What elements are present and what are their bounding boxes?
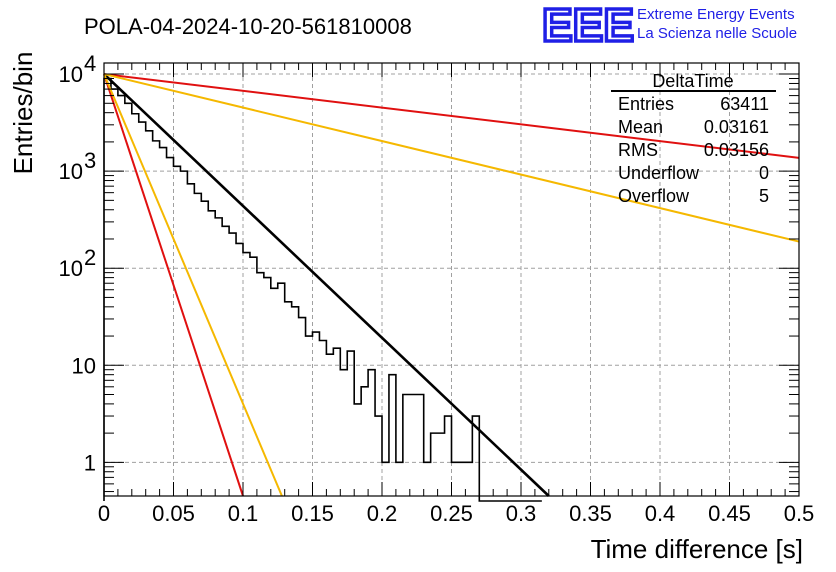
stats-label: RMS (618, 140, 658, 160)
logo-line-1: Extreme Energy Events (637, 6, 795, 23)
x-tick-label: 0.5 (784, 501, 815, 526)
histogram-outline (103, 77, 542, 502)
x-tick-label: 0.25 (430, 501, 473, 526)
curve-fit (103, 73, 550, 497)
curve-reference-yellow-fast (103, 73, 283, 497)
x-tick-label: 0.05 (152, 501, 195, 526)
histogram-bars (103, 77, 542, 502)
stats-rows: Entries 63411 Mean 0.03161 RMS 0.03156Underfl… (618, 94, 769, 206)
stats-value: 63411 (720, 94, 769, 114)
y-tick-label-exponent: 4 (84, 51, 96, 76)
y-tick-label: 10 (59, 159, 83, 184)
x-tick-labels: 0 0.05 0.1 0.15 0.2 0.25 0.3 0.35 0.4 0.45 0.5 (98, 501, 814, 526)
y-tick-label-exponent: 3 (84, 148, 96, 173)
stats-value: 0.03156 (704, 140, 769, 160)
stats-value: 5 (759, 186, 769, 206)
stats-box: DeltaTime Entries 63411 Mean 0.03161 RMS 0.03… (611, 71, 776, 206)
x-tick-label: 0.3 (506, 501, 537, 526)
stats-label: Underflow (618, 163, 700, 183)
x-axis-label: Time difference [s] (591, 534, 803, 564)
curve-reference-red-fast (103, 73, 244, 497)
curves (103, 73, 800, 497)
y-tick-label: 10 (72, 353, 96, 378)
stats-value: 0.03161 (704, 117, 769, 137)
curve-reference-red-slow (103, 73, 800, 159)
x-tick-label: 0.1 (228, 501, 259, 526)
x-tick-label: 0.4 (645, 501, 676, 526)
logo-line-2: La Scienza nelle Scuole (637, 25, 797, 42)
curve-reference-yellow-slow (103, 73, 800, 243)
chart-title: POLA-04-2024-10-20-561810008 (84, 14, 412, 39)
x-tick-label: 0.45 (708, 501, 751, 526)
eee-logo: EEE Extreme Energy Events La Scienza nel… (540, 0, 797, 53)
x-tick-label: 0 (98, 501, 110, 526)
stats-value: 0 (759, 163, 769, 183)
stats-title: DeltaTime (652, 71, 733, 91)
x-tick-label: 0.2 (367, 501, 398, 526)
y-tick-label-exponent: 2 (84, 245, 96, 270)
stats-label: Entries (618, 94, 674, 114)
y-axis-label: Entries/bin (8, 52, 38, 175)
y-tick-label: 10 (59, 62, 83, 87)
stats-label: Mean (618, 117, 663, 137)
axis-ticks (103, 63, 800, 496)
x-tick-label: 0.15 (291, 501, 334, 526)
y-tick-label: 1 (84, 450, 96, 475)
stats-label: Overflow (618, 186, 690, 206)
y-tick-label: 10 (59, 256, 83, 281)
logo-letters: EEE (542, 0, 634, 51)
x-tick-label: 0.35 (569, 501, 612, 526)
